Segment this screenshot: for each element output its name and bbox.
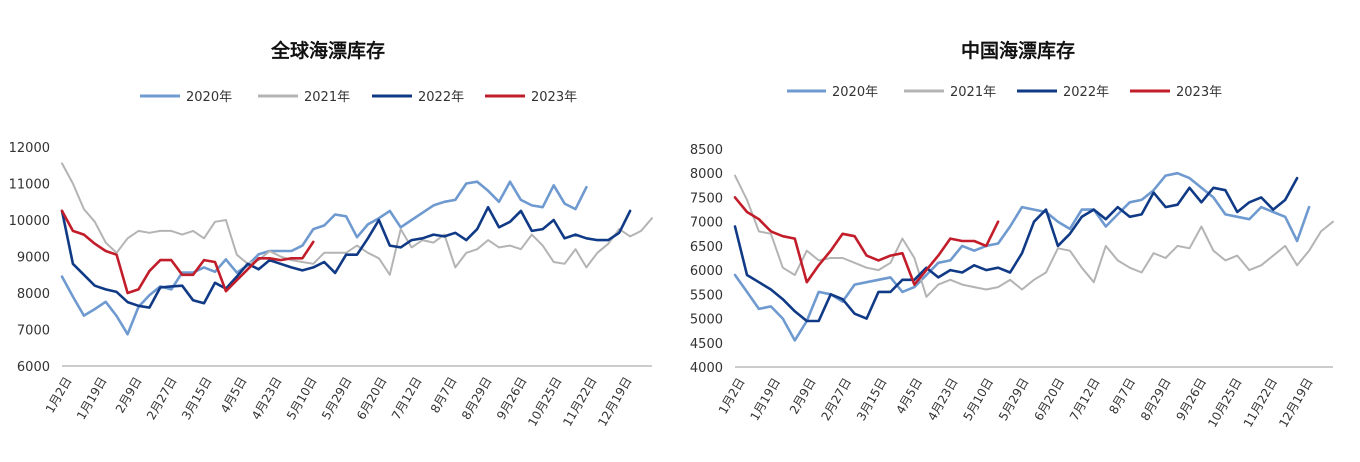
y-tick-label: 4500 [690, 337, 723, 352]
x-tick-label: 9月26日 [494, 375, 530, 423]
x-tick-label: 3月15日 [179, 375, 215, 423]
x-tick-label: 1月19日 [74, 375, 110, 423]
x-tick-label: 6月20日 [1032, 376, 1068, 424]
legend-label-2020: 2020年 [186, 90, 232, 105]
legend: 2020年 2021年 2022年 2023年 [140, 90, 577, 105]
x-tick-label: 11月22日 [560, 375, 599, 429]
chart-title: 全球海漂库存 [270, 39, 385, 62]
plot-area [733, 171, 1334, 342]
y-axis: 6000 7000 8000 9000 10000 11000 12000 [9, 141, 50, 375]
series-line-2023 [733, 196, 1000, 286]
x-tick-label: 2月27日 [144, 375, 180, 423]
plot-area [60, 162, 653, 336]
x-tick-label: 5月10日 [284, 375, 320, 423]
y-tick-label: 8000 [17, 287, 50, 302]
x-tick-label: 4月5日 [218, 375, 250, 416]
x-tick-label: 4月23日 [925, 376, 961, 424]
legend-label-2023: 2023年 [531, 90, 577, 105]
y-tick-label: 5500 [690, 288, 723, 303]
x-tick-label: 2月9日 [113, 375, 145, 416]
legend: 2020年 2021年 2022年 2023年 [787, 85, 1222, 100]
series-line-2020 [60, 180, 588, 336]
y-tick-label: 7000 [690, 216, 723, 231]
series-line-2022 [733, 176, 1299, 323]
y-tick-label: 10000 [9, 214, 50, 229]
series-line-2023 [60, 209, 315, 295]
x-tick-label: 11月22日 [1241, 376, 1280, 430]
x-tick-label: 10月25日 [1205, 376, 1244, 430]
legend-label-2020: 2020年 [832, 85, 878, 100]
y-tick-label: 6000 [690, 264, 723, 279]
y-tick-label: 6500 [690, 240, 723, 255]
x-tick-label: 12月19日 [595, 375, 634, 429]
legend-label-2022: 2022年 [1063, 85, 1109, 100]
y-tick-label: 9000 [17, 251, 50, 266]
x-tick-label: 1月2日 [716, 376, 748, 417]
x-tick-label: 5月29日 [996, 376, 1032, 424]
x-tick-label: 6月20日 [354, 375, 390, 423]
legend-label-2021: 2021年 [304, 90, 350, 105]
series-line-2022 [60, 205, 632, 309]
x-tick-label: 8月7日 [428, 375, 460, 416]
x-tick-label: 12月19日 [1276, 376, 1315, 430]
y-tick-label: 8000 [690, 167, 723, 182]
y-tick-label: 5000 [690, 313, 723, 328]
x-axis: 1月2日 1月19日 2月9日 2月27日 3月15日 4月5日 4月23日 5月10日 5月2… [716, 366, 1333, 430]
china-inventory-chart: 中国海漂库存 2020年 2021年 2022年 2023年 4000 4500 5… [690, 39, 1334, 430]
x-tick-label: 1月2日 [43, 375, 75, 416]
y-tick-label: 7000 [17, 324, 50, 339]
y-tick-label: 8500 [690, 143, 723, 158]
chart-title: 中国海漂库存 [961, 39, 1075, 62]
x-tick-label: 10月25日 [525, 375, 564, 429]
legend-label-2022: 2022年 [418, 90, 464, 105]
legend-label-2023: 2023年 [1176, 85, 1222, 100]
y-tick-label: 12000 [9, 141, 50, 156]
y-tick-label: 7500 [690, 191, 723, 206]
x-axis: 1月2日 1月19日 2月9日 2月27日 3月15日 4月5日 4月23日 5月10日 5月2… [43, 365, 652, 429]
x-tick-label: 5月10日 [961, 376, 997, 424]
y-axis: 4000 4500 5000 5500 6000 6500 7000 7500 8000 8500 [690, 143, 723, 376]
x-tick-label: 1月19日 [748, 376, 784, 424]
x-tick-label: 8月29日 [459, 375, 495, 423]
x-tick-label: 7月12日 [1067, 376, 1103, 424]
x-tick-label: 3月15日 [854, 376, 890, 424]
series-line-2021 [734, 174, 1334, 298]
series-line-2021 [61, 162, 653, 276]
legend-label-2021: 2021年 [950, 85, 996, 100]
x-tick-label: 2月27日 [819, 376, 855, 424]
x-tick-label: 9月26日 [1174, 376, 1210, 424]
y-tick-label: 4000 [690, 361, 723, 376]
x-tick-label: 4月23日 [249, 375, 285, 423]
x-tick-label: 7月12日 [389, 375, 425, 423]
x-tick-label: 2月9日 [787, 376, 819, 417]
x-tick-label: 5月29日 [319, 375, 355, 423]
y-tick-label: 6000 [17, 360, 50, 375]
x-tick-label: 8月29日 [1138, 376, 1174, 424]
y-tick-label: 11000 [9, 178, 50, 193]
global-inventory-chart: 全球海漂库存 2020年 2021年 2022年 2023年 6000 7000 8… [9, 39, 653, 429]
x-tick-label: 8月7日 [1106, 376, 1138, 417]
x-tick-label: 4月5日 [893, 376, 925, 417]
